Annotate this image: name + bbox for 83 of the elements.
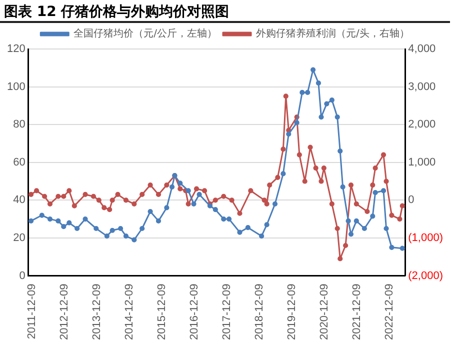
point (245, 225, 250, 230)
point (400, 246, 405, 251)
x-tick-label: 2015-12-09 (156, 284, 168, 340)
point (66, 220, 72, 226)
point (148, 208, 153, 214)
point (140, 226, 145, 232)
point (28, 218, 34, 224)
x-tick-label: 2019-12-09 (286, 284, 298, 340)
y-tick-label: 60 (13, 156, 26, 168)
x-tick-label: 2020-12-09 (318, 284, 331, 340)
point (310, 67, 316, 72)
point (316, 80, 322, 86)
point (94, 226, 99, 232)
point (164, 205, 170, 210)
point (196, 192, 202, 198)
y2-tick-label: 0 (408, 194, 414, 206)
point (318, 114, 324, 120)
point (380, 188, 386, 194)
x-tick-label: 2012-12-09 (58, 284, 70, 340)
y-tick-label: 40 (13, 194, 26, 206)
point (384, 226, 389, 232)
point (226, 216, 232, 222)
point (110, 228, 115, 233)
point (338, 148, 343, 154)
point (264, 222, 270, 228)
y-tick-label: 120 (6, 43, 26, 56)
point (372, 190, 378, 196)
chart-title: 图表 12 仔猪价格与外购均价对照图 (0, 0, 450, 23)
y-tick-label: 20 (13, 232, 26, 244)
point (178, 180, 183, 186)
point (362, 226, 367, 232)
y2-tick-label: 2,000 (408, 118, 436, 131)
y2-tick-label: 4,000 (408, 43, 436, 56)
point (169, 184, 175, 190)
point (305, 90, 310, 96)
x-tick-label: 2013-12-09 (90, 284, 103, 340)
point (340, 184, 346, 190)
point (280, 171, 286, 176)
point (334, 114, 340, 120)
point (346, 218, 351, 224)
point (272, 201, 278, 206)
point (348, 232, 354, 237)
legend-label: 外购仔猪养殖利润（元/头，右轴） (256, 28, 410, 40)
point (123, 234, 129, 239)
point (300, 90, 305, 96)
x-tick-label: 2011-12-09 (26, 284, 38, 340)
x-tick-label: 2022-12-09 (384, 284, 396, 340)
point (156, 218, 162, 224)
point (324, 101, 330, 106)
legend-label: 全国仔猪均价（元/公斤，左轴） (74, 28, 218, 40)
x-tick-label: 2014-12-09 (123, 284, 136, 340)
point (61, 224, 66, 230)
y2-tick-label: 3,000 (408, 80, 436, 93)
point (186, 188, 191, 194)
point (56, 218, 61, 224)
point (191, 201, 196, 206)
x-tick-label: 2018-12-09 (254, 284, 266, 340)
point (132, 237, 137, 242)
x-tick-label: 2016-12-09 (188, 284, 201, 340)
y-tick-label: 0 (19, 270, 26, 282)
point (389, 244, 394, 250)
point (104, 234, 110, 239)
point (212, 207, 218, 212)
point (221, 216, 226, 222)
point (74, 226, 80, 232)
point (47, 216, 53, 222)
x-tick-label: 2021-12-09 (351, 284, 364, 340)
point (354, 218, 359, 224)
point (370, 214, 376, 219)
y2-tick-label: 1,000 (408, 156, 436, 168)
y2-tick-label: (2,000) (408, 270, 444, 282)
y-tick-label: 80 (13, 118, 26, 131)
point (294, 120, 300, 126)
point (329, 97, 334, 103)
y-tick-label: 100 (6, 80, 26, 93)
point (286, 131, 292, 137)
point (118, 226, 124, 232)
point (259, 234, 264, 239)
point (82, 216, 88, 222)
point (39, 212, 44, 218)
y2-tick-label: (1,000) (408, 232, 444, 244)
x-tick-label: 2017-12-09 (221, 284, 234, 340)
point (237, 230, 242, 235)
